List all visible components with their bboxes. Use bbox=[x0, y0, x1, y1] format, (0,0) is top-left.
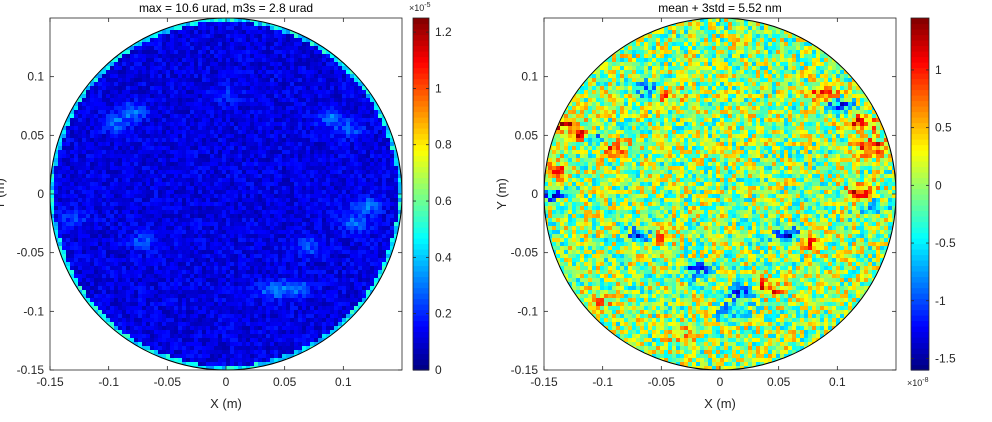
y-tick-label: -0.05 bbox=[17, 246, 45, 260]
x-tick-label: -0.1 bbox=[98, 375, 119, 389]
right-heatmap-chart: -0.15 -0.1 -0.05 0 0.05 0.1 -0.15 -0.1 -0.05 0 0.0… bbox=[496, 1, 956, 411]
x-tick-label: 0.1 bbox=[335, 375, 352, 389]
colorbar-tick-label: 0.4 bbox=[435, 250, 452, 264]
chart-title: mean + 3std = 5.52 nm bbox=[658, 1, 781, 15]
colorbar-tick-label: 0.8 bbox=[435, 138, 452, 152]
y-tick-label: -0.05 bbox=[511, 246, 539, 260]
chart-title: max = 10.6 urad, m3s = 2.8 urad bbox=[139, 1, 313, 15]
x-tick-label: -0.05 bbox=[648, 375, 676, 389]
y-tick-label: 0.1 bbox=[521, 70, 538, 84]
x-tick-label: -0.15 bbox=[36, 375, 64, 389]
x-tick-label: 0.05 bbox=[273, 375, 297, 389]
y-tick-label: 0 bbox=[531, 187, 538, 201]
colorbar-tick-label: 1.2 bbox=[435, 25, 452, 39]
right-heatmap-panel: -0.15 -0.1 -0.05 0 0.05 0.1 -0.15 -0.1 -0.05 0 0.0… bbox=[496, 0, 992, 422]
y-tick-label: 0.05 bbox=[515, 128, 539, 142]
colorbar-tick-label: 0.2 bbox=[435, 307, 452, 321]
y-axis-label: Y (m) bbox=[0, 178, 7, 210]
colorbar-tick-label: -1 bbox=[935, 294, 946, 308]
y-tick-label: 0.05 bbox=[21, 128, 45, 142]
colorbar-tick-label: -0.5 bbox=[935, 236, 956, 250]
y-tick-label: -0.15 bbox=[511, 363, 539, 377]
colorbar-tick-label: 1 bbox=[435, 81, 442, 95]
heatmap-field bbox=[544, 18, 896, 370]
heatmap-field bbox=[50, 18, 402, 370]
x-tick-label: -0.05 bbox=[154, 375, 182, 389]
x-tick-label: 0 bbox=[223, 375, 230, 389]
colorbar-exponent: ×10-5 bbox=[409, 2, 431, 13]
y-tick-label: -0.1 bbox=[517, 304, 538, 318]
colorbar-exponent: ×10-8 bbox=[907, 377, 929, 388]
y-tick-label: 0 bbox=[37, 187, 44, 201]
x-tick-label: 0.1 bbox=[829, 375, 846, 389]
left-heatmap-chart: -0.15 -0.1 -0.05 0 0.05 0.1 -0.15 -0.1 -0.05 0 0.0… bbox=[0, 1, 452, 411]
colorbar-tick-label: 0.6 bbox=[435, 194, 452, 208]
x-axis-label: X (m) bbox=[704, 396, 736, 411]
y-tick-label: -0.15 bbox=[17, 363, 45, 377]
colorbar bbox=[910, 17, 930, 371]
colorbar bbox=[412, 17, 430, 371]
x-tick-label: 0 bbox=[717, 375, 724, 389]
colorbar-tick-label: 0 bbox=[935, 178, 942, 192]
x-axis-label: X (m) bbox=[210, 396, 242, 411]
colorbar-tick-label: 0.5 bbox=[935, 121, 952, 135]
x-tick-label: -0.1 bbox=[592, 375, 613, 389]
colorbar-tick-label: 0 bbox=[435, 363, 442, 377]
x-tick-label: 0.05 bbox=[767, 375, 791, 389]
x-tick-label: -0.15 bbox=[530, 375, 558, 389]
colorbar-tick-label: 1 bbox=[935, 63, 942, 77]
y-tick-label: -0.1 bbox=[23, 304, 44, 318]
left-heatmap-panel: -0.15 -0.1 -0.05 0 0.05 0.1 -0.15 -0.1 -0.05 0 0.0… bbox=[0, 1, 452, 411]
y-axis-label: Y (m) bbox=[496, 178, 509, 210]
y-tick-label: 0.1 bbox=[27, 70, 44, 84]
colorbar-tick-label: -1.5 bbox=[935, 351, 956, 365]
